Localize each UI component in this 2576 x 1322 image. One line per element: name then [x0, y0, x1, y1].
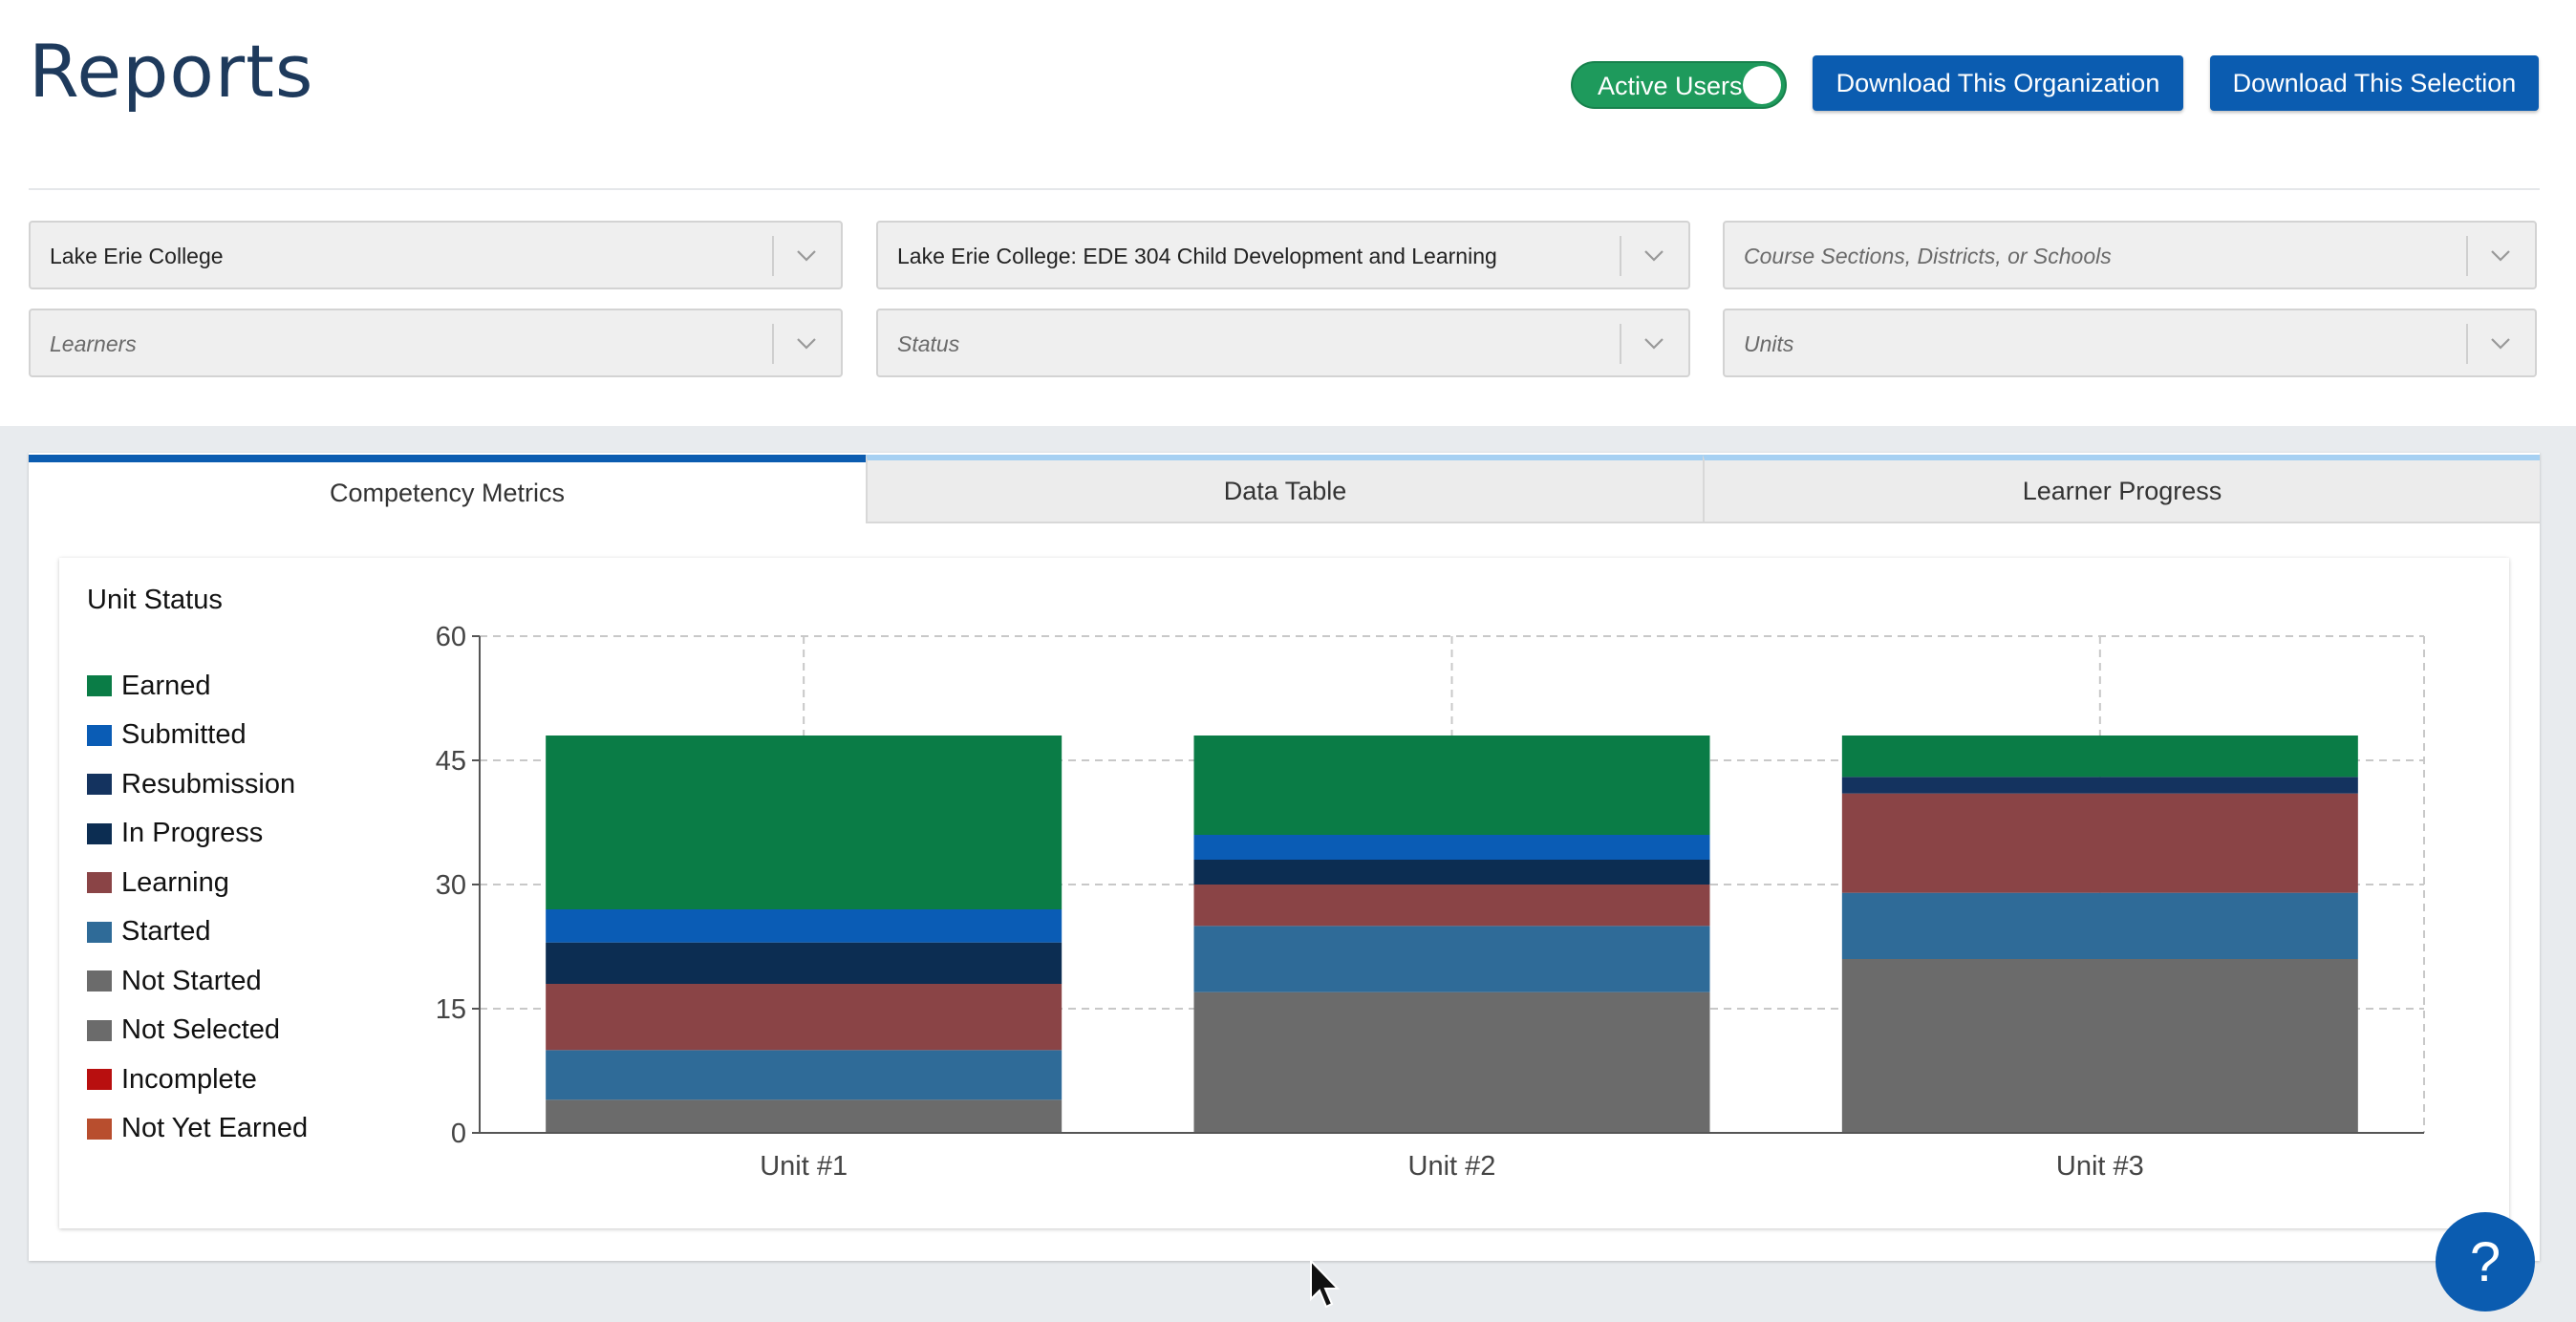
chevron-down-icon[interactable]: [795, 244, 818, 267]
course-select[interactable]: Lake Erie College: EDE 304 Child Develop…: [876, 221, 1690, 289]
select-separator: [1620, 324, 1621, 364]
page-title: Reports: [29, 29, 314, 114]
select-separator: [2466, 236, 2468, 276]
header-divider: [29, 188, 2540, 190]
help-button[interactable]: ?: [2436, 1212, 2535, 1311]
legend-label: Incomplete: [121, 1063, 257, 1095]
legend-label: Submitted: [121, 719, 247, 750]
organization-select[interactable]: Lake Erie College: [29, 221, 843, 289]
chevron-down-icon[interactable]: [795, 331, 818, 354]
legend-label: Not Selected: [121, 1014, 281, 1045]
legend-swatch: [87, 1019, 112, 1041]
legend-item[interactable]: Earned: [87, 669, 211, 703]
legend-item[interactable]: Not Selected: [87, 1013, 280, 1048]
toggle-knob[interactable]: [1743, 66, 1781, 104]
download-organization-button[interactable]: Download This Organization: [1813, 55, 2183, 111]
legend-item[interactable]: Submitted: [87, 718, 247, 753]
units-select-placeholder: Units: [1744, 331, 1794, 356]
legend-item[interactable]: Not Yet Earned: [87, 1112, 308, 1146]
chevron-down-icon[interactable]: [2489, 244, 2512, 267]
select-separator: [1620, 236, 1621, 276]
legend-item[interactable]: Started: [87, 915, 211, 949]
legend-swatch: [87, 1069, 112, 1090]
legend-swatch: [87, 921, 112, 943]
chevron-down-icon[interactable]: [2489, 331, 2512, 354]
status-select[interactable]: Status: [876, 309, 1690, 377]
select-separator: [772, 324, 774, 364]
mouse-cursor-icon: [1310, 1259, 1341, 1309]
chart-card: [59, 558, 2509, 1228]
course-select-value: Lake Erie College: EDE 304 Child Develop…: [897, 244, 1497, 268]
download-selection-button[interactable]: Download This Selection: [2210, 55, 2539, 111]
legend-label: Learning: [121, 866, 229, 898]
toggle-label: Active Users: [1598, 72, 1743, 100]
legend-swatch: [87, 1118, 112, 1140]
organization-select-value: Lake Erie College: [50, 244, 224, 268]
chevron-down-icon[interactable]: [1642, 331, 1665, 354]
legend-label: In Progress: [121, 818, 264, 848]
tab-competency-metrics[interactable]: Competency Metrics: [29, 455, 866, 523]
legend-swatch: [87, 675, 112, 696]
learners-select[interactable]: Learners: [29, 309, 843, 377]
legend-item[interactable]: In Progress: [87, 817, 263, 851]
learners-select-placeholder: Learners: [50, 331, 137, 356]
sections-select[interactable]: Course Sections, Districts, or Schools: [1723, 221, 2537, 289]
tab-data-table[interactable]: Data Table: [866, 455, 1703, 523]
chart-title: Unit Status: [87, 585, 223, 615]
sections-select-placeholder: Course Sections, Districts, or Schools: [1744, 244, 2112, 268]
legend-item[interactable]: Incomplete: [87, 1062, 257, 1097]
units-select[interactable]: Units: [1723, 309, 2537, 377]
select-separator: [772, 236, 774, 276]
legend-label: Resubmission: [121, 768, 296, 800]
active-users-toggle[interactable]: Active Users: [1571, 61, 1787, 109]
legend-swatch: [87, 970, 112, 992]
legend-swatch: [87, 724, 112, 746]
legend-swatch: [87, 774, 112, 795]
select-separator: [2466, 324, 2468, 364]
legend-swatch: [87, 822, 112, 844]
legend-swatch: [87, 872, 112, 893]
tab-learner-progress[interactable]: Learner Progress: [1703, 455, 2540, 523]
legend-label: Earned: [121, 670, 211, 701]
legend-item[interactable]: Resubmission: [87, 767, 295, 801]
status-select-placeholder: Status: [897, 331, 960, 356]
chevron-down-icon[interactable]: [1642, 244, 1665, 267]
legend-label: Not Yet Earned: [121, 1113, 309, 1143]
legend-item[interactable]: Not Started: [87, 964, 262, 998]
legend-label: Not Started: [121, 965, 262, 996]
legend-label: Started: [121, 916, 211, 947]
legend-item[interactable]: Learning: [87, 865, 229, 900]
